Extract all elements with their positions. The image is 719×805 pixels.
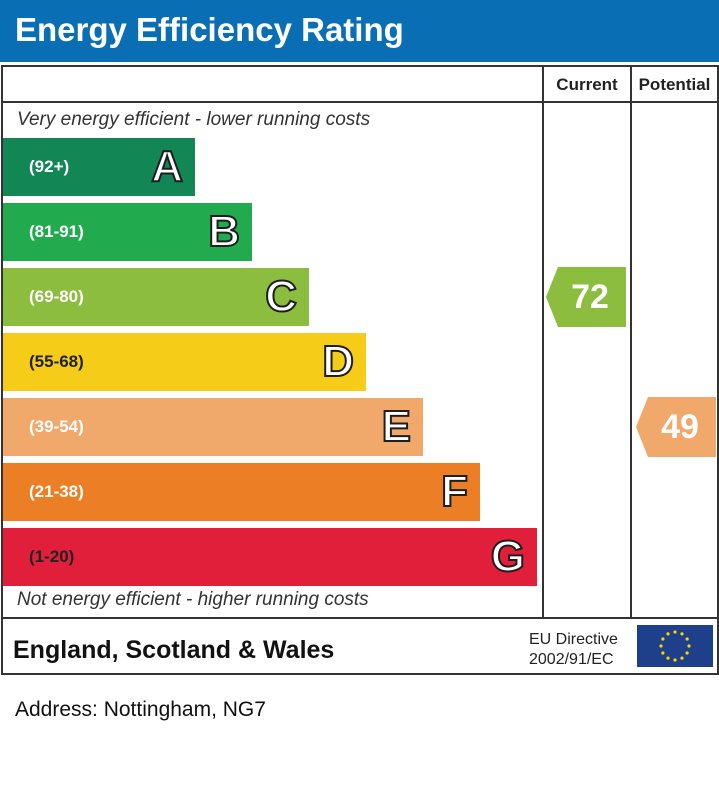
- eu-flag-icon: [637, 625, 713, 667]
- top-note: Very energy efficient - lower running co…: [17, 109, 371, 130]
- bottom-note: Not energy efficient - higher running co…: [17, 589, 369, 610]
- band-b: (81-91) B: [3, 203, 252, 261]
- eu-flag-star: [680, 632, 684, 636]
- eu-flag-star: [666, 632, 670, 636]
- band-b-letter: B: [207, 206, 241, 257]
- eu-directive-text: EU Directive 2002/91/EC: [529, 627, 618, 670]
- potential-rating-value: 49: [661, 408, 699, 446]
- band-f-letter: F: [440, 466, 469, 517]
- directive-line-2: 2002/91/EC: [529, 651, 614, 668]
- eu-flag-star: [666, 656, 670, 660]
- band-c-range: (69-80): [29, 287, 84, 306]
- eu-flag-star: [685, 637, 689, 641]
- eu-flag-star: [661, 637, 665, 641]
- eu-flag-star: [673, 658, 677, 662]
- header-bar: Energy Efficiency Rating: [0, 0, 719, 62]
- band-g: (1-20) G: [3, 528, 537, 586]
- band-c: (69-80) C: [3, 268, 309, 326]
- band-a-letter: A: [150, 141, 184, 192]
- header-row-divider: [3, 101, 717, 103]
- eu-flag-star: [687, 644, 691, 648]
- eu-flag-star: [661, 651, 665, 655]
- band-g-range: (1-20): [29, 547, 75, 566]
- band-e-letter: E: [381, 401, 412, 452]
- divider-current-left: [542, 67, 544, 619]
- chart-title: Energy Efficiency Rating: [15, 11, 404, 48]
- band-f: (21-38) F: [3, 463, 480, 521]
- current-rating-value-box: 72: [546, 267, 626, 327]
- divider-potential-left: [630, 67, 632, 619]
- band-a-range: (92+): [29, 157, 70, 176]
- current-rating-marker: [546, 267, 626, 327]
- address-text: Address: Nottingham, NG7: [15, 698, 266, 721]
- footer-country: England, Scotland & Wales: [13, 636, 335, 664]
- band-e: (39-54) E: [3, 398, 423, 456]
- footer-row-divider: [3, 617, 717, 619]
- eu-flag-star: [659, 644, 663, 648]
- band-d-letter: D: [321, 336, 355, 387]
- band-e-range: (39-54): [29, 417, 84, 436]
- directive-line-1: EU Directive: [529, 631, 618, 648]
- band-d: (55-68) D: [3, 333, 366, 391]
- column-current-label: Current: [556, 75, 618, 94]
- band-c-letter: C: [264, 271, 298, 322]
- column-potential-label: Potential: [638, 75, 711, 94]
- potential-rating-marker: [636, 397, 716, 457]
- band-b-range: (81-91): [29, 222, 84, 241]
- band-d-range: (55-68): [29, 352, 84, 371]
- current-rating-arrow: [546, 267, 626, 327]
- eu-flag-star: [680, 656, 684, 660]
- band-a: (92+) A: [3, 138, 195, 196]
- band-f-range: (21-38): [29, 482, 84, 501]
- current-rating-value: 72: [571, 278, 609, 316]
- eu-flag-star: [685, 651, 689, 655]
- eu-flag-star: [673, 630, 677, 634]
- potential-rating-value-box: 49: [636, 397, 716, 457]
- rating-frame: Current Potential Very energy efficient …: [1, 65, 719, 675]
- band-g-letter: G: [490, 531, 526, 582]
- potential-rating-arrow: [636, 397, 716, 457]
